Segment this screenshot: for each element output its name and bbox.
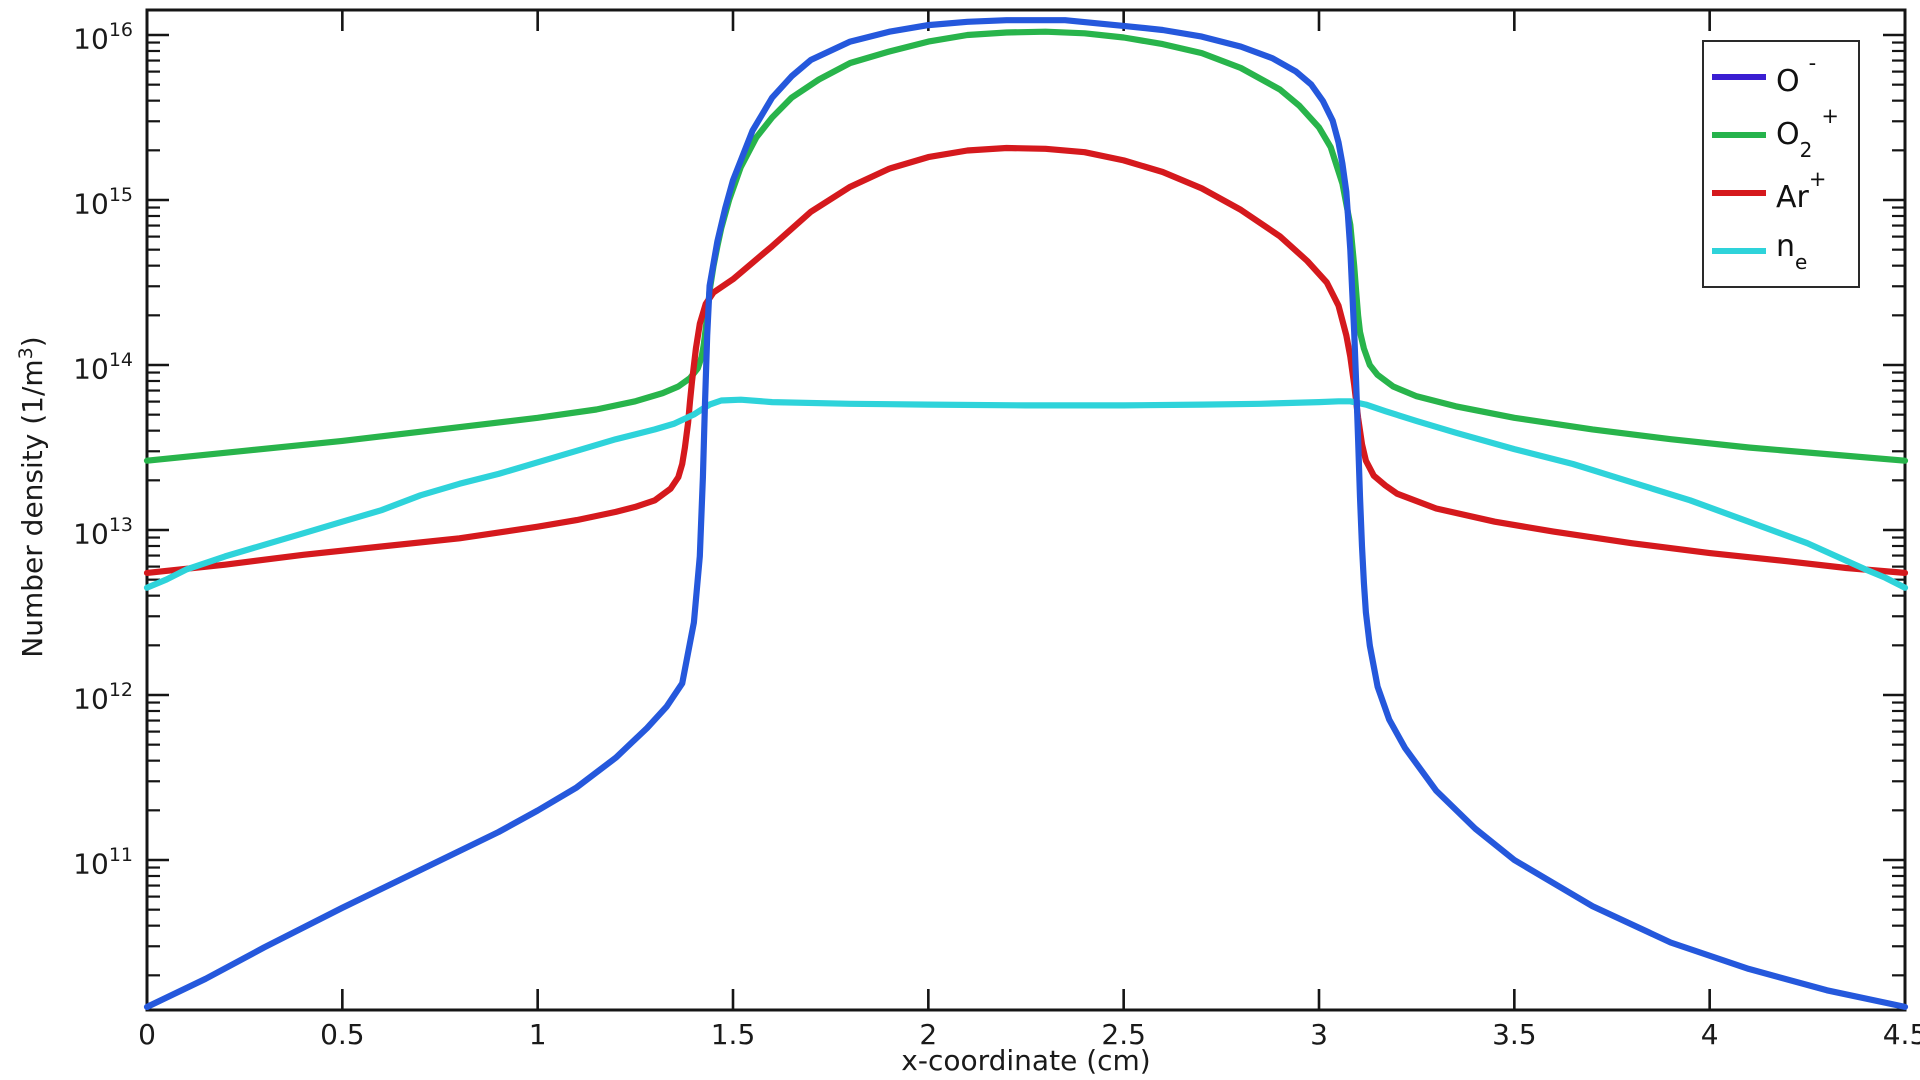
legend-item-o2-plus: O2+ xyxy=(1704,104,1858,162)
x-tick-label-4: 4 xyxy=(1700,1018,1719,1051)
legend-item-n-e: ne xyxy=(1704,225,1858,277)
x-tick-label-4.5: 4.5 xyxy=(1882,1018,1920,1051)
y-tick-label-1e15: 1015 xyxy=(73,184,133,221)
x-tick-label-1: 1 xyxy=(528,1018,547,1051)
x-tick-label-3: 3 xyxy=(1310,1018,1328,1051)
x-tick-label-2: 2 xyxy=(919,1018,938,1051)
x-tick-label-0: 0 xyxy=(138,1018,156,1051)
legend-line-swatch-ar-plus xyxy=(1712,190,1766,196)
plot-frame xyxy=(145,8,1907,1012)
y-tick-label-1e11: 1011 xyxy=(73,844,133,881)
legend-label-ar-plus: Ar+ xyxy=(1776,166,1827,215)
legend-item-o-minus: O- xyxy=(1704,51,1858,103)
legend-item-ar-plus: Ar+ xyxy=(1704,167,1858,219)
legend-line-swatch-o2-plus xyxy=(1712,132,1766,138)
x-tick-label-1.5: 1.5 xyxy=(710,1018,756,1051)
series-line-o2-plus xyxy=(143,28,1909,464)
y-tick-label-1e16: 1016 xyxy=(73,19,133,56)
legend-line-swatch-n-e xyxy=(1712,248,1766,254)
y-tick-label-1e13: 1013 xyxy=(73,514,133,551)
legend-label-n-e: ne xyxy=(1776,228,1808,274)
y-axis-title: Number density (1/m3) xyxy=(15,336,49,657)
x-tick-label-0.5: 0.5 xyxy=(320,1018,365,1051)
y-axis-title-exponent: 3 xyxy=(14,347,37,360)
legend-label-o-minus: O- xyxy=(1776,50,1817,99)
y-axis-title-close: ) xyxy=(16,336,50,348)
y-tick-label-1e14: 1014 xyxy=(73,349,133,386)
x-axis-title: x-coordinate (cm) xyxy=(901,1044,1151,1077)
x-tick-label-3.5: 3.5 xyxy=(1492,1018,1537,1051)
series-line-ar-plus xyxy=(143,144,1909,576)
y-axis-title-text: Number density (1/m xyxy=(16,359,50,658)
legend-label-o2-plus: O2+ xyxy=(1776,104,1839,162)
legend-line-swatch-o-minus xyxy=(1712,74,1766,80)
series-line-o-minus xyxy=(143,17,1909,1010)
y-tick-label-1e12: 1012 xyxy=(73,679,133,716)
series-line-n-e xyxy=(143,396,1909,591)
x-tick-label-2.5: 2.5 xyxy=(1101,1018,1146,1051)
legend-box: O- O2+ Ar+ ne xyxy=(1702,40,1860,288)
